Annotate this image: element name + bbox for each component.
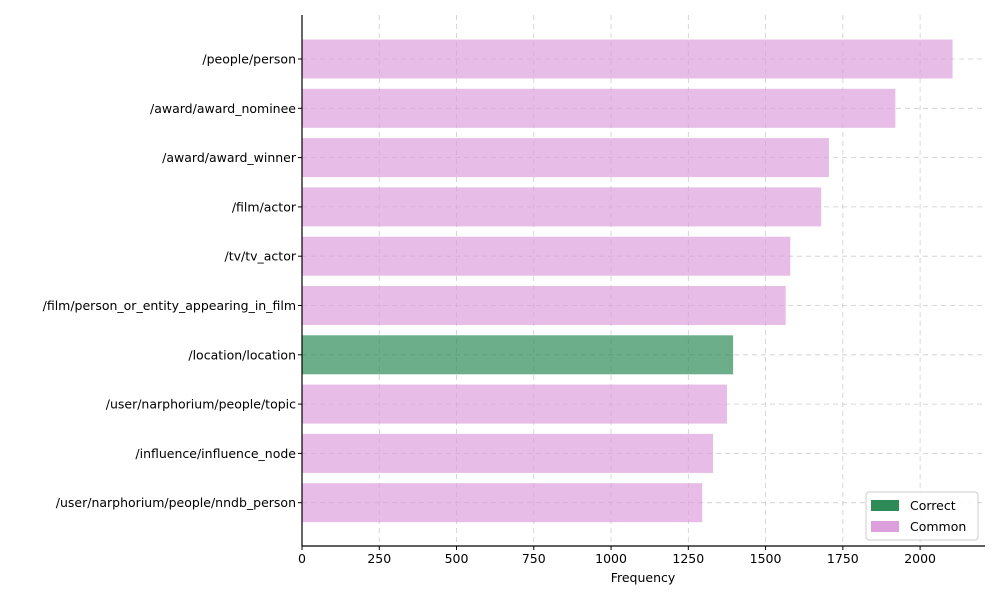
legend-swatch [871, 521, 899, 532]
bar [302, 286, 786, 325]
y-tick-label: /award/award_winner [162, 150, 297, 165]
x-tick-label: 1500 [750, 551, 782, 566]
bar [302, 236, 791, 276]
bar-layer [302, 39, 953, 523]
y-tick-label: /people/person [202, 52, 296, 67]
bar [302, 483, 703, 523]
bar [302, 88, 896, 128]
bar [302, 335, 734, 375]
y-tick-label: /influence/influence_node [135, 446, 296, 461]
y-tick-label: /location/location [188, 347, 296, 362]
x-tick-label: 1750 [827, 551, 859, 566]
legend-label: Common [910, 519, 966, 534]
y-tick-label: /user/narphorium/people/nndb_person [56, 495, 296, 510]
y-tick-label: /award/award_nominee [150, 101, 296, 116]
x-tick-label: 1250 [672, 551, 704, 566]
bar [302, 433, 714, 473]
bar [302, 39, 953, 79]
legend-label: Correct [910, 498, 956, 513]
y-tick-label: /film/actor [232, 199, 297, 214]
y-tick-label: /user/narphorium/people/topic [106, 397, 296, 412]
y-tick-label: /tv/tv_actor [225, 249, 297, 264]
axis-layer: /people/person/award/award_nominee/award… [43, 15, 985, 566]
x-tick-label: 2000 [904, 551, 936, 566]
x-tick-label: 250 [367, 551, 391, 566]
bar [302, 187, 822, 227]
legend-swatch [871, 500, 899, 511]
y-tick-label: /film/person_or_entity_appearing_in_film [43, 298, 296, 313]
x-tick-label: 750 [522, 551, 546, 566]
x-tick-label: 0 [298, 551, 306, 566]
x-tick-label: 500 [445, 551, 469, 566]
x-tick-label: 1000 [595, 551, 627, 566]
bar [302, 384, 727, 424]
bar [302, 138, 829, 178]
legend: Correct Common [865, 491, 979, 541]
x-axis-title: Frequency [611, 570, 676, 585]
